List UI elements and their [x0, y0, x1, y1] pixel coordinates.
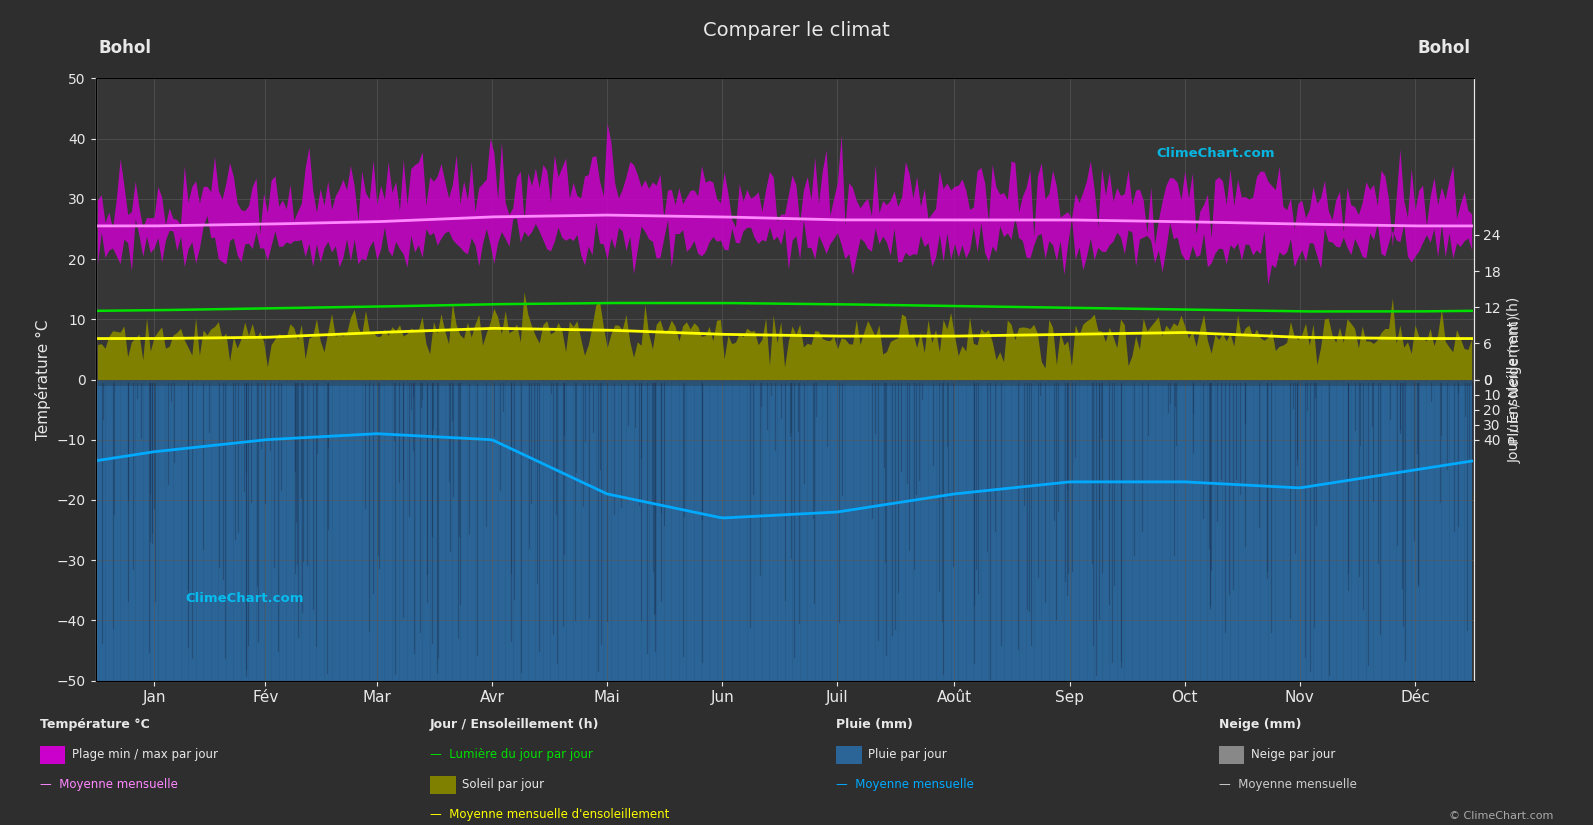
Text: ClimeChart.com: ClimeChart.com	[185, 592, 304, 606]
Text: —  Moyenne mensuelle d'ensoleillement: — Moyenne mensuelle d'ensoleillement	[430, 808, 669, 821]
Text: —  Lumière du jour par jour: — Lumière du jour par jour	[430, 748, 593, 761]
Text: Jour / Ensoleillement (h): Jour / Ensoleillement (h)	[430, 718, 599, 731]
Text: Neige (mm): Neige (mm)	[1219, 718, 1301, 731]
Text: Bohol: Bohol	[99, 40, 151, 57]
Text: Comparer le climat: Comparer le climat	[703, 21, 890, 40]
Text: © ClimeChart.com: © ClimeChart.com	[1448, 811, 1553, 821]
Text: —  Moyenne mensuelle: — Moyenne mensuelle	[40, 778, 178, 791]
Text: ClimeChart.com: ClimeChart.com	[1157, 147, 1274, 160]
Text: —  Moyenne mensuelle: — Moyenne mensuelle	[836, 778, 975, 791]
Text: Bohol: Bohol	[1418, 40, 1470, 57]
Text: —  Moyenne mensuelle: — Moyenne mensuelle	[1219, 778, 1357, 791]
Text: Soleil par jour: Soleil par jour	[462, 778, 545, 791]
Y-axis label: Température °C: Température °C	[35, 319, 51, 440]
Text: Température °C: Température °C	[40, 718, 150, 731]
Text: Plage min / max par jour: Plage min / max par jour	[72, 748, 218, 761]
Y-axis label: Pluie / Neige (mm): Pluie / Neige (mm)	[1509, 315, 1521, 444]
Text: Pluie (mm): Pluie (mm)	[836, 718, 913, 731]
Text: Pluie par jour: Pluie par jour	[868, 748, 946, 761]
Text: Neige par jour: Neige par jour	[1251, 748, 1335, 761]
Y-axis label: Jour / Ensoleillement (h): Jour / Ensoleillement (h)	[1509, 296, 1521, 463]
